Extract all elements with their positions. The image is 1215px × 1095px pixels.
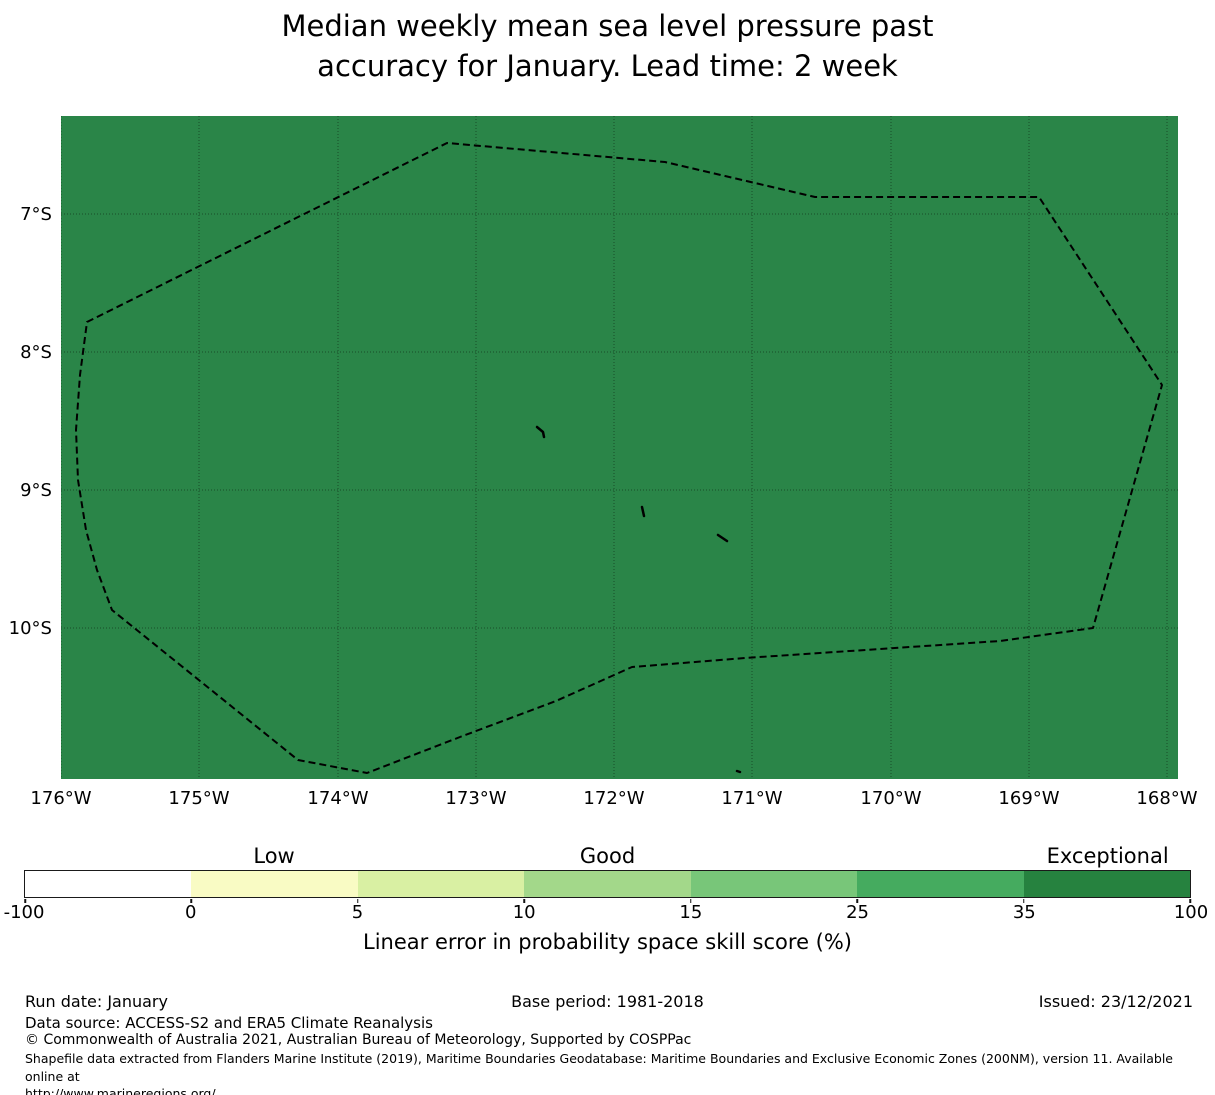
colorbar-tick-label: 5 bbox=[351, 902, 364, 923]
colorbar-category-label: Low bbox=[253, 844, 295, 868]
y-tick-label: 7°S bbox=[20, 203, 52, 225]
colorbar-category-label: Good bbox=[579, 844, 636, 868]
island-mark bbox=[735, 769, 742, 774]
x-tick-label: 174°W bbox=[307, 788, 369, 809]
colorbar-tick-label: 25 bbox=[846, 902, 870, 923]
colorbar-segment-35-to-100 bbox=[1023, 871, 1190, 897]
x-tick-label: 176°W bbox=[30, 788, 92, 809]
shapefile-note-text: Shapefile data extracted from Flanders M… bbox=[25, 1051, 1173, 1095]
map-plot-area bbox=[61, 116, 1178, 779]
colorbar-tick-mark bbox=[190, 898, 193, 903]
copyright-text: © Commonwealth of Australia 2021, Austra… bbox=[25, 1032, 692, 1048]
y-tick-label: 10°S bbox=[8, 617, 52, 639]
y-tick-label: 8°S bbox=[20, 341, 52, 363]
colorbar-tick-label: 100 bbox=[1173, 902, 1209, 923]
colorbar-tick-label: 10 bbox=[512, 902, 536, 923]
colorbar-tick-mark bbox=[357, 898, 359, 903]
colorbar-category-labels: Low Good Exceptional bbox=[24, 844, 1191, 870]
colorbar-segment-10-to-15 bbox=[524, 871, 691, 897]
colorbar-tick-mark bbox=[1022, 898, 1025, 903]
base-period-text: Base period: 1981-2018 bbox=[511, 992, 704, 1011]
x-tick-label: 171°W bbox=[721, 788, 783, 809]
y-tick-label: 9°S bbox=[20, 479, 52, 501]
x-tick-label: 169°W bbox=[998, 788, 1060, 809]
colorbar-category-label: Exceptional bbox=[1046, 844, 1169, 868]
island-mark bbox=[535, 425, 546, 439]
colorbar bbox=[24, 870, 1191, 903]
run-date-text: Run date: January bbox=[25, 992, 168, 1011]
x-tick-label: 175°W bbox=[168, 788, 230, 809]
colorbar-segment-0-to-5 bbox=[191, 871, 358, 897]
colorbar-tick-labels: -100 0 5 10 15 25 35 100 bbox=[4, 902, 1209, 924]
colorbar-segment-5-to-10 bbox=[357, 871, 525, 897]
map-svg bbox=[61, 116, 1178, 779]
colorbar-axis-label: Linear error in probability space skill … bbox=[363, 930, 852, 954]
colorbar-tick-label: 35 bbox=[1012, 902, 1036, 923]
x-tick-label: 168°W bbox=[1136, 788, 1198, 809]
data-source-text: Data source: ACCESS-S2 and ERA5 Climate … bbox=[25, 1014, 433, 1032]
colorbar-tick-mark bbox=[24, 898, 26, 903]
colorbar-segment-25-to-35 bbox=[857, 871, 1024, 897]
colorbar-tick-mark bbox=[523, 898, 526, 903]
colorbar-segment--100-to-0 bbox=[25, 871, 192, 897]
x-tick-label: 172°W bbox=[583, 788, 645, 809]
colorbar-tick-label: 0 bbox=[184, 902, 197, 923]
colorbar-tick-mark bbox=[689, 898, 692, 903]
island-mark bbox=[716, 533, 729, 543]
colorbar-tick-mark bbox=[1189, 898, 1191, 903]
x-tick-label: 173°W bbox=[445, 788, 507, 809]
colorbar-tick-label: -100 bbox=[3, 902, 45, 923]
x-tick-label: 170°W bbox=[860, 788, 922, 809]
issued-date-text: Issued: 23/12/2021 bbox=[1038, 992, 1193, 1011]
colorbar-tick-label: 15 bbox=[679, 902, 703, 923]
island-mark bbox=[640, 505, 646, 518]
colorbar-segment-15-to-25 bbox=[690, 871, 858, 897]
chart-title: Median weekly mean sea level pressure pa… bbox=[281, 9, 934, 83]
colorbar-tick-mark bbox=[856, 898, 858, 903]
eez-boundary bbox=[75, 142, 1163, 774]
